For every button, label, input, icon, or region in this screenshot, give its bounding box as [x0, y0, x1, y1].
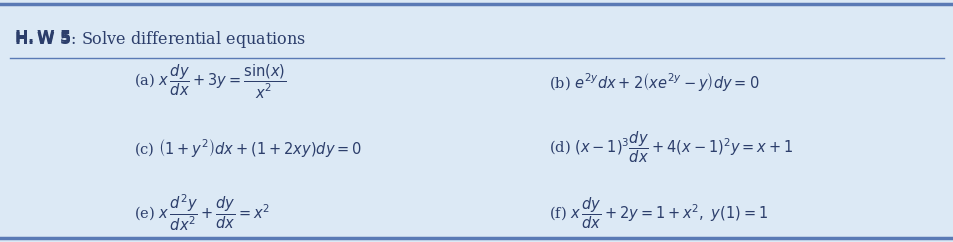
Text: (a) $x\,\dfrac{dy}{dx}+3y = \dfrac{\sin(x)}{x^{2}}$: (a) $x\,\dfrac{dy}{dx}+3y = \dfrac{\sin(… [133, 63, 286, 101]
Text: (e) $x\,\dfrac{d^{2}y}{dx^{2}}+\dfrac{dy}{dx} = x^{2}$: (e) $x\,\dfrac{d^{2}y}{dx^{2}}+\dfrac{dy… [133, 192, 270, 234]
Text: (b) $e^{2y}dx + 2\left(xe^{2y} - y\right)dy = 0$: (b) $e^{2y}dx + 2\left(xe^{2y} - y\right… [548, 71, 759, 93]
Text: (f) $x\,\dfrac{dy}{dx}+2y = 1+x^{2},\ y(1)=1$: (f) $x\,\dfrac{dy}{dx}+2y = 1+x^{2},\ y(… [548, 195, 767, 231]
Text: (d) $\left(x-1\right)^{3}\dfrac{dy}{dx}+4\left(x-1\right)^{2}y = x+1$: (d) $\left(x-1\right)^{3}\dfrac{dy}{dx}+… [548, 130, 792, 165]
Text: $\mathbf{H.W\ 5}$: Solve differential equations: $\mathbf{H.W\ 5}$: Solve differential eq… [14, 29, 306, 50]
Text: $\mathbf{H.W\ 5}$: $\mathbf{H.W\ 5}$ [14, 29, 71, 46]
Text: (c) $\left(1+y^{2}\right)dx +\left(1+2xy\right)dy = 0$: (c) $\left(1+y^{2}\right)dx +\left(1+2xy… [133, 137, 361, 159]
